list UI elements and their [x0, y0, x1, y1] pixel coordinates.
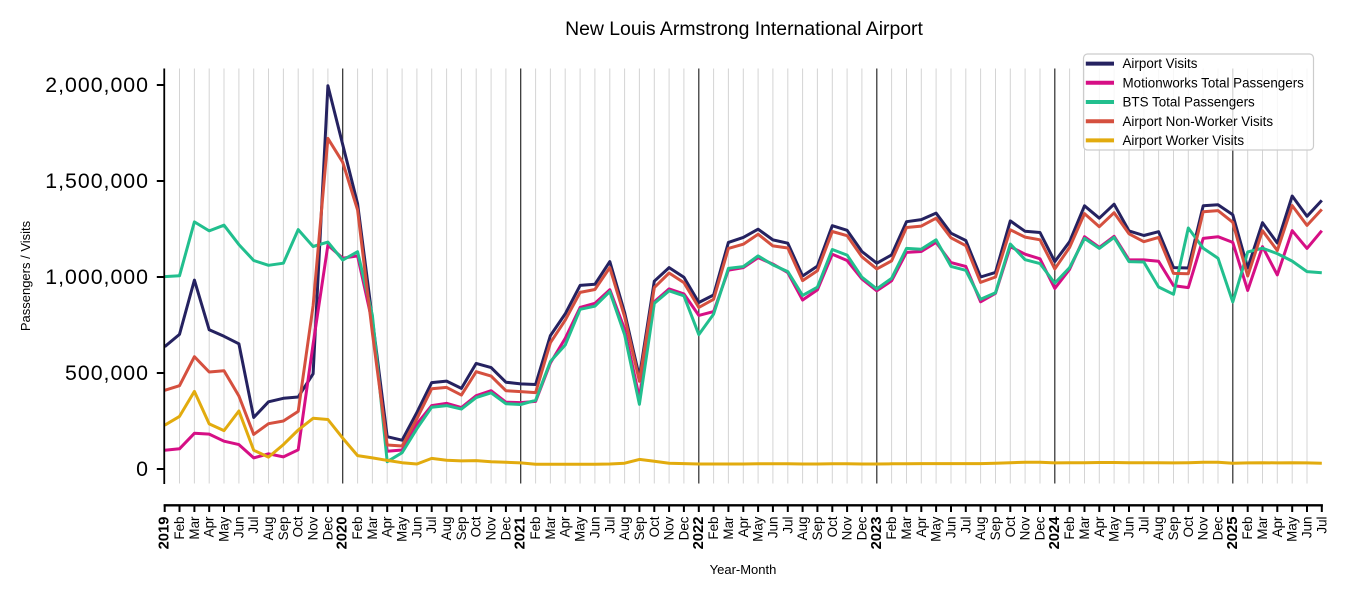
svg-text:Dec: Dec [1033, 516, 1048, 540]
svg-text:Feb: Feb [706, 517, 721, 540]
svg-text:2024: 2024 [1047, 516, 1063, 550]
svg-text:0: 0 [136, 457, 149, 481]
svg-text:Aug: Aug [617, 517, 632, 541]
svg-text:May: May [217, 516, 232, 542]
svg-text:Dec: Dec [498, 516, 513, 540]
svg-text:Oct: Oct [647, 516, 662, 537]
svg-text:Aug: Aug [439, 517, 454, 541]
svg-text:Feb: Feb [1240, 517, 1255, 540]
svg-text:Mar: Mar [1077, 516, 1092, 540]
svg-text:Nov: Nov [306, 516, 321, 540]
svg-text:Jun: Jun [944, 517, 959, 539]
svg-text:Sep: Sep [454, 517, 469, 541]
svg-text:2,000,000: 2,000,000 [45, 73, 149, 97]
svg-text:Motionworks Total Passengers: Motionworks Total Passengers [1123, 75, 1305, 90]
svg-text:BTS Total Passengers: BTS Total Passengers [1123, 95, 1256, 110]
svg-text:Apr: Apr [914, 516, 929, 537]
svg-text:Feb: Feb [1062, 517, 1077, 540]
svg-text:Feb: Feb [884, 517, 899, 540]
svg-text:Sep: Sep [988, 517, 1003, 541]
svg-text:Sep: Sep [810, 517, 825, 541]
svg-text:Aug: Aug [795, 517, 810, 541]
svg-text:Apr: Apr [380, 516, 395, 537]
svg-text:May: May [751, 516, 766, 542]
svg-text:New Louis Armstrong Internatio: New Louis Armstrong International Airpor… [565, 18, 923, 40]
svg-text:May: May [929, 516, 944, 542]
svg-text:Jul: Jul [780, 516, 795, 533]
svg-text:Passengers / Visits: Passengers / Visits [18, 220, 33, 331]
svg-text:Oct: Oct [469, 516, 484, 537]
svg-text:Mar: Mar [1255, 516, 1270, 540]
svg-text:Aug: Aug [1151, 517, 1166, 541]
svg-text:Dec: Dec [1211, 516, 1226, 540]
svg-text:500,000: 500,000 [65, 361, 149, 385]
svg-text:Oct: Oct [1003, 516, 1018, 537]
svg-text:Apr: Apr [558, 516, 573, 537]
svg-text:Airport Worker Visits: Airport Worker Visits [1123, 133, 1245, 148]
svg-text:Jun: Jun [765, 517, 780, 539]
svg-text:Jun: Jun [1122, 517, 1137, 539]
svg-text:2025: 2025 [1225, 517, 1241, 550]
svg-text:Nov: Nov [1018, 516, 1033, 540]
svg-text:Mar: Mar [721, 516, 736, 540]
svg-text:Apr: Apr [1270, 516, 1285, 537]
svg-text:Jul: Jul [246, 516, 261, 533]
svg-text:Jun: Jun [587, 517, 602, 539]
svg-text:Dec: Dec [320, 516, 335, 540]
svg-text:Mar: Mar [365, 516, 380, 540]
svg-text:2021: 2021 [513, 517, 529, 550]
svg-text:Apr: Apr [202, 516, 217, 537]
svg-text:Apr: Apr [736, 516, 751, 537]
svg-text:1,500,000: 1,500,000 [45, 169, 149, 193]
svg-text:Nov: Nov [662, 516, 677, 540]
svg-text:Oct: Oct [825, 516, 840, 537]
svg-text:Sep: Sep [276, 517, 291, 541]
svg-text:Jul: Jul [958, 516, 973, 533]
svg-text:Jun: Jun [409, 517, 424, 539]
svg-text:Oct: Oct [291, 516, 306, 537]
svg-text:Aug: Aug [261, 517, 276, 541]
svg-text:Airport Non-Worker Visits: Airport Non-Worker Visits [1123, 114, 1274, 129]
svg-text:Mar: Mar [187, 516, 202, 540]
svg-text:Nov: Nov [484, 516, 499, 540]
svg-text:Jul: Jul [1136, 516, 1151, 533]
svg-text:May: May [1107, 516, 1122, 542]
svg-text:Mar: Mar [899, 516, 914, 540]
svg-text:Feb: Feb [528, 517, 543, 540]
svg-text:May: May [573, 516, 588, 542]
svg-text:2019: 2019 [157, 517, 173, 550]
svg-text:Feb: Feb [172, 517, 187, 540]
svg-text:Apr: Apr [1092, 516, 1107, 537]
svg-text:Nov: Nov [840, 516, 855, 540]
svg-text:1,000,000: 1,000,000 [45, 265, 149, 289]
svg-text:Jun: Jun [231, 517, 246, 539]
svg-text:Aug: Aug [973, 517, 988, 541]
svg-text:Airport Visits: Airport Visits [1123, 56, 1198, 71]
svg-text:Year-Month: Year-Month [710, 562, 777, 577]
svg-text:Dec: Dec [854, 516, 869, 540]
svg-text:Jun: Jun [1300, 517, 1315, 539]
svg-text:Mar: Mar [543, 516, 558, 540]
svg-text:Nov: Nov [1196, 516, 1211, 540]
svg-text:Jul: Jul [602, 516, 617, 533]
svg-text:May: May [395, 516, 410, 542]
svg-text:2022: 2022 [691, 517, 707, 550]
svg-text:2020: 2020 [335, 517, 351, 550]
svg-text:Feb: Feb [350, 517, 365, 540]
svg-text:Sep: Sep [632, 517, 647, 541]
svg-text:Dec: Dec [676, 516, 691, 540]
svg-text:2023: 2023 [869, 517, 885, 550]
svg-text:Jul: Jul [1314, 516, 1329, 533]
svg-text:Sep: Sep [1166, 517, 1181, 541]
svg-text:Oct: Oct [1181, 516, 1196, 537]
svg-text:Jul: Jul [424, 516, 439, 533]
svg-text:May: May [1285, 516, 1300, 542]
